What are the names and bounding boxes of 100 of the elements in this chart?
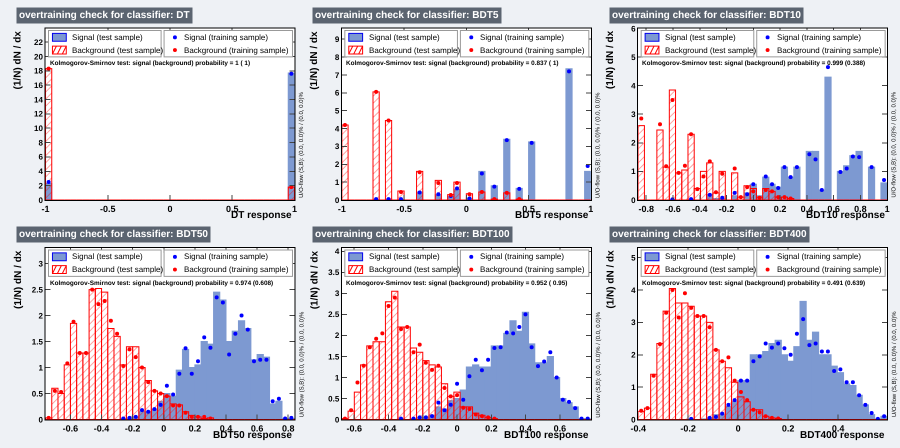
legend-label: Background (test sample): [665, 46, 756, 55]
legend-label: Background (test sample): [369, 265, 460, 274]
legend-label: Signal (training sample): [480, 33, 564, 42]
y-tick-label: 2: [38, 181, 44, 190]
y-tick-label: 2: [334, 160, 340, 170]
y-axis-title: (1/N) dN / dx: [309, 250, 320, 310]
x-tick-label: 0: [454, 423, 460, 434]
y-tick-label: 3.5: [328, 268, 340, 278]
x-tick-label: -0.4: [692, 204, 708, 214]
x-tick-label: 0: [161, 423, 166, 434]
x-tick-label: -0.2: [124, 423, 140, 434]
legend-label: Signal (test sample): [665, 33, 736, 42]
x-tick-label: -0.8: [638, 204, 654, 214]
y-tick-label: 2: [631, 138, 636, 148]
y-tick-label: 0: [631, 415, 636, 424]
x-tick-label: -0.6: [62, 423, 78, 434]
legend-label: Background (training sample): [777, 46, 882, 55]
y-tick-label: 16: [34, 80, 44, 90]
y-tick-label: 4: [631, 81, 636, 90]
legend-label: Signal (test sample): [369, 33, 440, 42]
x-tick-label: -0.4: [380, 423, 396, 434]
y-tick-label: 5: [631, 52, 636, 62]
x-tick-label: 0.4: [800, 204, 814, 214]
y-axis-title: (1/N) dN / dx: [12, 30, 24, 90]
y-tick-label: 6: [631, 24, 636, 34]
legend-label: Signal (test sample): [665, 252, 736, 261]
chart-title: overtraining check for classifier: BDT10: [612, 10, 802, 21]
x-tick-label: 0: [750, 204, 756, 214]
x-axis-title: DT response: [231, 210, 292, 221]
y-tick-label: 8: [334, 52, 340, 62]
x-axis-title: BDT400 response: [800, 430, 885, 441]
legend-label: Signal (test sample): [369, 252, 440, 261]
legend-label: Signal (training sample): [777, 252, 862, 261]
legend-label: Background (test sample): [369, 46, 460, 55]
y-tick-label: 3: [334, 289, 340, 298]
x-tick-label: -0.2: [680, 423, 696, 434]
y-tick-label: 1: [631, 167, 636, 176]
legend-label: Signal (test sample): [72, 252, 144, 261]
x-tick-label: 0: [464, 204, 469, 214]
legend-label: Background (training sample): [480, 46, 585, 55]
y-tick-label: 4: [334, 247, 340, 256]
y-tick-label: 4: [334, 124, 340, 134]
x-tick-label: -1: [338, 204, 346, 214]
y-tick-label: 22: [34, 38, 44, 47]
chart-title: overtraining check for classifier: BDT100: [315, 229, 510, 240]
y-tick-label: 7: [334, 70, 340, 80]
y-tick-label: 12: [34, 110, 44, 119]
chart-title: overtraining check for classifier: DT: [19, 10, 190, 21]
x-tick-label: -0.5: [396, 204, 412, 214]
y-tick-label: 4: [38, 167, 44, 176]
legend-label: Background (training sample): [777, 265, 882, 274]
y-tick-label: 6: [334, 88, 340, 98]
x-tick-label: 0: [736, 423, 741, 434]
y-tick-label: 0: [38, 415, 44, 424]
y-tick-label: 2.5: [328, 310, 340, 320]
y-tick-label: 0: [334, 196, 340, 205]
x-tick-label: 0.2: [188, 423, 202, 434]
legend-label: Signal (test sample): [72, 33, 144, 42]
y-tick-label: 3: [631, 318, 636, 328]
legend-label: Background (training sample): [480, 265, 585, 274]
x-tick-label: -0.2: [718, 204, 734, 214]
chart-title: overtraining check for classifier: BDT400: [612, 229, 807, 240]
y-tick-label: 8: [38, 138, 44, 148]
y-tick-label: 6: [38, 152, 44, 162]
y-tick-label: 18: [34, 66, 44, 76]
y-tick-label: 4: [631, 286, 636, 295]
legend-label: Background (test sample): [665, 265, 756, 274]
x-tick-label: -0.2: [415, 423, 431, 434]
y-tick-label: 1: [38, 363, 44, 372]
x-tick-label: -0.4: [630, 423, 646, 434]
x-tick-label: 0.2: [485, 423, 498, 434]
y-tick-label: 14: [34, 95, 44, 104]
y-tick-label: 1: [334, 178, 340, 187]
y-tick-label: 3: [38, 259, 44, 268]
chart-title: overtraining check for classifier: BDT5: [315, 10, 499, 21]
x-axis-title: BDT5 response: [515, 210, 589, 221]
y-tick-label: 1.5: [32, 337, 44, 346]
x-tick-label: -0.6: [665, 204, 681, 214]
x-tick-label: -0.5: [100, 204, 116, 214]
x-tick-label: 0: [167, 204, 173, 214]
y-tick-label: 5: [631, 254, 636, 263]
y-tick-label: 9: [334, 35, 340, 44]
y-axis-title: (1/N) dN / dx: [308, 31, 320, 90]
legend-label: Signal (training sample): [480, 252, 564, 261]
legend-label: Background (training sample): [184, 46, 289, 55]
y-axis-title: (1/N) dN / dx: [606, 250, 617, 309]
y-tick-label: 2: [631, 350, 636, 360]
y-tick-label: 0.5: [32, 389, 44, 398]
legend-label: Background (test sample): [72, 46, 164, 55]
x-tick-label: 0.2: [782, 423, 794, 434]
y-tick-label: 0.5: [328, 394, 340, 404]
chart-title: overtraining check for classifier: BDT50: [19, 229, 208, 240]
x-tick-label: 0.8: [854, 204, 867, 214]
x-tick-label: -0.4: [94, 423, 110, 434]
x-tick-label: -1: [42, 204, 50, 214]
y-tick-label: 1: [631, 382, 636, 392]
y-tick-label: 0: [334, 415, 340, 424]
y-tick-label: 1: [334, 373, 340, 382]
legend-label: Signal (training sample): [184, 252, 268, 261]
y-tick-label: 5: [334, 106, 340, 116]
